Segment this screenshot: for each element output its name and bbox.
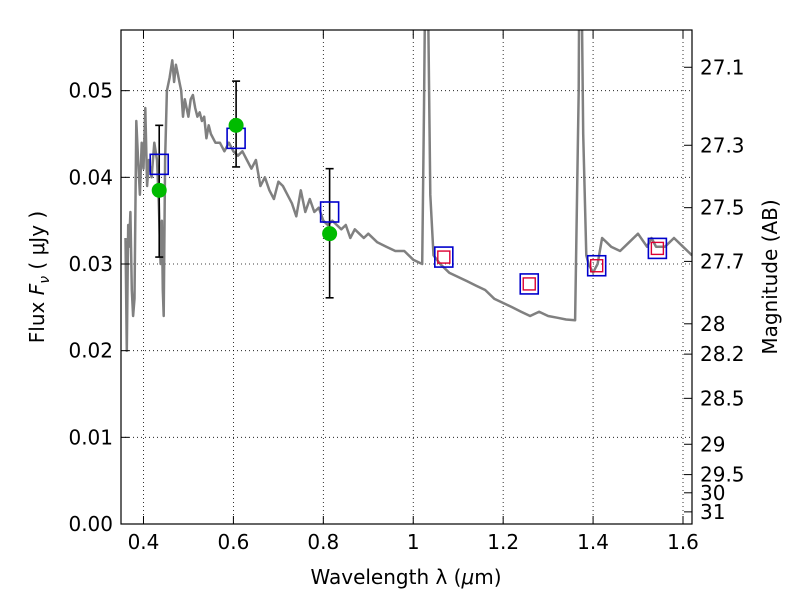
observed-point [228,117,244,133]
y2-tick-label: 30 [700,481,725,505]
y2-tick-label: 28.5 [700,386,745,410]
y2-tick-label: 28.2 [700,342,745,366]
synthetic-point [149,153,170,176]
y-axis-label: Flux Fν ( μJy ) [25,211,53,343]
y2-tick-label: 28 [700,312,725,336]
synthetic-point-inner [437,250,451,264]
y-tick-label: 0.04 [68,165,113,189]
x-tick-label: 1.4 [577,530,609,554]
y-tick-label: 0.01 [68,425,113,449]
synthetic-point [519,273,540,295]
observed-point [151,182,167,198]
y-tick-label: 0.02 [68,339,113,363]
y2-axis-label: Magnitude (AB) [758,199,782,354]
synthetic-point-inner [650,241,665,256]
synthetic-point-inner [589,259,604,273]
y2-tick-label: 31 [700,500,725,524]
axis-ticks: 0.4 0.6 0.8 1 1.2 1.4 1.6 0.00 0.01 0.02 0.03 0.04 0… [68,30,745,554]
synthetic-point [434,246,454,268]
y-tick-label: 0.00 [68,512,113,536]
x-tick-label: 1.2 [487,530,519,554]
x-tick-label: 0.8 [307,530,339,554]
x-tick-label: 0.6 [217,530,249,554]
synthetic-point [586,254,607,277]
y-tick-label: 0.05 [68,79,113,103]
y2-tick-label: 27.7 [700,249,745,273]
x-tick-label: 1.6 [667,530,699,554]
y2-tick-label: 29 [700,432,725,456]
y2-tick-label: 29.5 [700,463,745,487]
x-tick-label: 1 [407,530,420,554]
y2-tick-label: 27.5 [700,196,745,220]
synthetic-point [319,201,340,223]
y2-tick-label: 27.1 [700,55,745,79]
model-spectrum-line [124,30,692,352]
y-tick-label: 0.03 [68,252,113,276]
x-tick-label: 0.4 [128,530,160,554]
observed-point [322,226,338,242]
synthetic-point-inner [522,277,536,291]
plot-area [124,30,692,352]
synthetic-point [647,237,668,260]
y2-tick-label: 27.3 [700,133,745,157]
plot-frame [120,29,693,525]
x-axis-label: Wavelength λ (μm) [310,565,501,589]
